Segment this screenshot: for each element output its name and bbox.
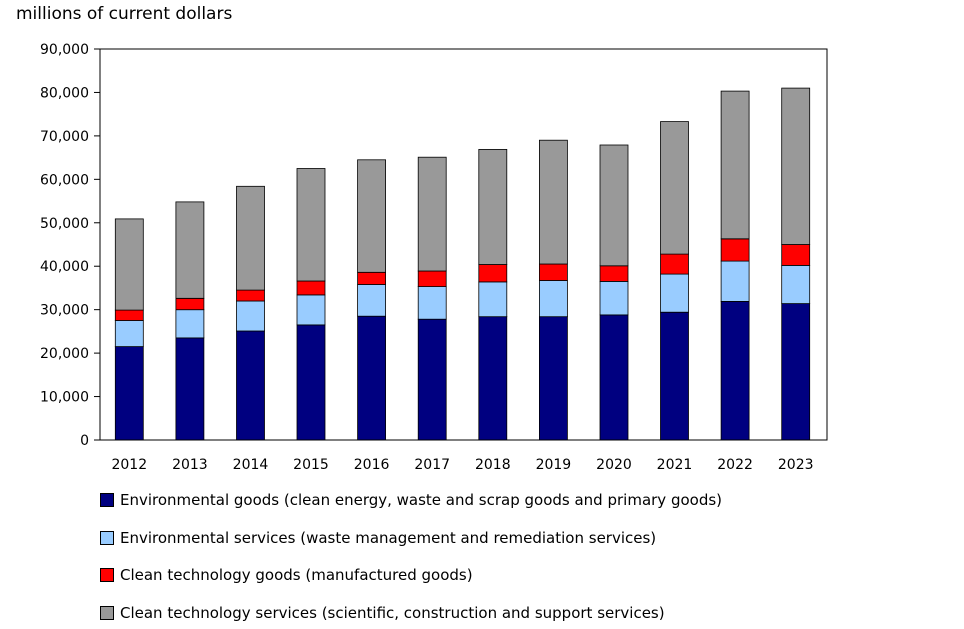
bar-segment-2023-series-4: [781, 87, 811, 245]
bar-segment-2012-series-2: [114, 320, 144, 348]
y-tick-label-5: 50,000: [40, 216, 89, 232]
legend-item-2: Environmental services (waste management…: [100, 528, 656, 548]
legend-label-3: Clean technology goods (manufactured goo…: [120, 566, 473, 584]
bar-segment-2023-series-1: [781, 303, 811, 441]
x-tick-label-2021: 2021: [657, 457, 693, 473]
bar-segment-2022-series-4: [720, 90, 750, 240]
bar-segment-2016-series-1: [357, 315, 387, 441]
legend-label-2: Environmental services (waste management…: [120, 528, 657, 547]
y-tick-label-8: 80,000: [40, 85, 89, 101]
bar-segment-2015-series-4: [296, 168, 326, 282]
legend-item-3: Clean technology goods (manufactured goo…: [100, 565, 473, 585]
legend-item-4: Clean technology services (scientific, c…: [100, 603, 665, 623]
bar-segment-2020-series-2: [599, 280, 629, 316]
bar-segment-2022-series-1: [720, 300, 750, 441]
bar-segment-2021-series-4: [660, 121, 689, 255]
bar-segment-2023-series-2: [781, 264, 811, 304]
bar-segment-2021-series-1: [660, 311, 689, 441]
bar-segment-2021-series-3: [660, 253, 689, 275]
legend-swatch-1: [100, 493, 114, 507]
x-tick-label-2020: 2020: [596, 457, 632, 473]
bar-segment-2013-series-1: [175, 337, 205, 441]
x-tick-label-2014: 2014: [233, 457, 269, 473]
bar-segment-2012-series-4: [114, 218, 144, 311]
y-tick-label-9: 90,000: [40, 42, 89, 58]
y-tick-label-6: 60,000: [40, 172, 89, 188]
bar-segment-2021-series-2: [660, 273, 689, 313]
y-tick-label-1: 10,000: [40, 390, 89, 406]
bar-segment-2018-series-3: [478, 264, 508, 283]
bar-segment-2015-series-1: [296, 324, 326, 441]
bar-segment-2017-series-1: [417, 318, 447, 441]
bar-segment-2017-series-3: [417, 270, 447, 288]
bar-segment-2014-series-2: [236, 300, 265, 332]
legend-label-1: Environmental goods (clean energy, waste…: [120, 491, 723, 509]
bar-segment-2014-series-4: [236, 185, 265, 291]
y-tick-label-7: 70,000: [40, 129, 89, 145]
bar-segment-2013-series-4: [175, 201, 205, 299]
y-tick-label-4: 40,000: [40, 259, 89, 275]
bar-segment-2020-series-3: [599, 265, 629, 282]
x-tick-label-2018: 2018: [475, 457, 511, 473]
x-tick-label-2013: 2013: [172, 457, 208, 473]
bar-segment-2016-series-4: [357, 159, 387, 273]
bar-segment-2022-series-3: [720, 238, 750, 262]
y-tick-label-2: 20,000: [40, 346, 89, 362]
x-tick-label-2023: 2023: [778, 457, 814, 473]
bar-segment-2016-series-3: [357, 271, 387, 285]
bar-segment-2017-series-2: [417, 286, 447, 320]
bar-segment-2019-series-1: [539, 316, 568, 441]
bar-segment-2023-series-3: [781, 244, 811, 266]
plot-frame: [99, 48, 828, 441]
x-tick-label-2016: 2016: [354, 457, 390, 473]
y-axis-unit-label: millions of current dollars: [16, 4, 233, 24]
bar-segment-2022-series-2: [720, 260, 750, 302]
x-tick-label-2022: 2022: [717, 457, 753, 473]
bar-segment-2018-series-2: [478, 281, 508, 318]
legend-swatch-4: [100, 605, 114, 620]
bar-segment-2016-series-2: [357, 284, 387, 317]
bar-segment-2019-series-2: [539, 280, 568, 318]
bar-segment-2017-series-4: [417, 156, 447, 272]
bar-segment-2020-series-1: [599, 314, 629, 441]
x-tick-label-2015: 2015: [293, 457, 329, 473]
y-tick-label-3: 30,000: [40, 303, 89, 319]
bar-segment-2019-series-4: [539, 139, 568, 265]
bar-segment-2014-series-1: [236, 330, 265, 441]
legend-swatch-3: [100, 568, 114, 582]
bar-segment-2013-series-3: [175, 297, 205, 311]
bar-segment-2012-series-1: [114, 346, 144, 441]
bar-segment-2018-series-1: [478, 316, 508, 441]
legend-item-1: Environmental goods (clean energy, waste…: [100, 490, 722, 510]
bar-segment-2018-series-4: [478, 148, 508, 265]
bar-segment-2012-series-3: [114, 309, 144, 321]
x-tick-label-2017: 2017: [414, 457, 450, 473]
bar-segment-2015-series-2: [296, 294, 326, 326]
x-tick-label-2019: 2019: [536, 457, 572, 473]
bar-segment-2013-series-2: [175, 309, 205, 339]
bar-segment-2015-series-3: [296, 280, 326, 296]
y-tick-label-0: 0: [80, 433, 89, 449]
legend-swatch-2: [100, 530, 114, 545]
bar-segment-2019-series-3: [539, 263, 568, 281]
stacked-bar-chart: 2012 2013 2014 2015 2016 2017 2018 2019 2020 2021…: [40, 42, 828, 473]
bar-segment-2020-series-4: [599, 144, 629, 267]
bar-segment-2014-series-3: [236, 289, 265, 302]
x-tick-label-2012: 2012: [111, 457, 147, 473]
legend-label-4: Clean technology services (scientific, c…: [120, 603, 665, 622]
